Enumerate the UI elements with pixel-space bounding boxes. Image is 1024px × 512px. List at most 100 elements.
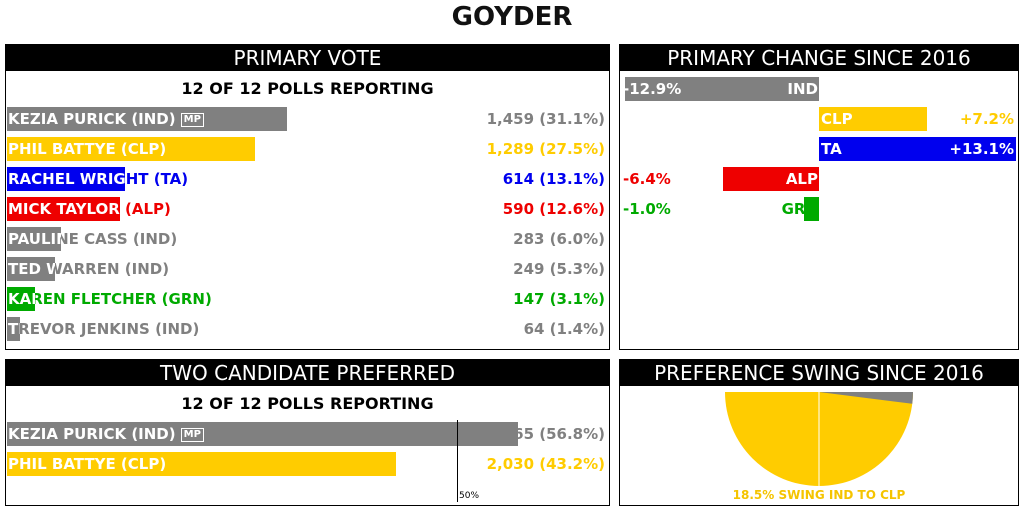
primary-vote-panel: PRIMARY VOTE 12 OF 12 POLLS REPORTING KE… xyxy=(5,44,610,350)
candidate-name: KAREN FLETCHER (GRN)KAREN FLETCHER (GRN) xyxy=(8,287,212,311)
change-bar xyxy=(625,77,819,101)
primary-row: TED WARREN (IND)TED WARREN (IND) 249 (5.3… xyxy=(6,257,609,281)
change-bar xyxy=(819,107,927,131)
change-bar xyxy=(723,167,819,191)
change-value-label: +13.1% xyxy=(949,140,1014,158)
candidate-name: PHIL BATTYE (CLP) PHIL BATTYE (CLP) xyxy=(8,137,166,161)
vote-bar xyxy=(7,197,120,221)
candidate-name-over-bar: PHIL BATTYE (CLP) xyxy=(8,452,396,476)
candidate-name-white: TREVOR JENKINS (IND) xyxy=(8,320,20,338)
change-bar xyxy=(819,137,1016,161)
primary-change-header: PRIMARY CHANGE SINCE 2016 xyxy=(620,45,1018,71)
swing-from-wedge xyxy=(819,392,913,404)
mp-badge-white: MP xyxy=(180,428,204,442)
fifty-percent-label: 50% xyxy=(459,491,480,501)
vote-value: 249 (5.3%) xyxy=(513,260,605,278)
tcp-row: PHIL BATTYE (CLP) PHIL BATTYE (CLP) 2,030 … xyxy=(6,452,609,476)
change-party-label: TA xyxy=(821,140,842,158)
swing-panel: PREFERENCE SWING SINCE 2016 18.5% SWING … xyxy=(619,359,1019,506)
tcp-header: TWO CANDIDATE PREFERRED xyxy=(6,360,609,386)
candidate-name-over-bar: RACHEL WRIGHT (TA) xyxy=(8,167,125,191)
vote-bar xyxy=(7,257,55,281)
tcp-bar xyxy=(7,452,396,476)
candidate-name: MICK TAYLOR (ALP)MICK TAYLOR (ALP) xyxy=(8,197,171,221)
candidate-name-colored: MICK TAYLOR (ALP) xyxy=(8,200,171,218)
vote-bar xyxy=(7,137,255,161)
candidate-name-white: PHIL BATTYE (CLP) xyxy=(8,455,167,473)
candidate-name-colored: TREVOR JENKINS (IND) xyxy=(8,320,200,338)
change-party-label: IND xyxy=(787,80,818,98)
vote-value: 1,459 (31.1%) xyxy=(486,110,605,128)
candidate-name-colored: RACHEL WRIGHT (TA) xyxy=(8,170,189,188)
candidate-name: KEZIA PURICK (IND) MP KEZIA PURICK (IND) MP xyxy=(8,107,204,131)
vote-value: 147 (3.1%) xyxy=(513,290,605,308)
candidate-name: KEZIA PURICK (IND) MP KEZIA PURICK (IND) MP xyxy=(8,422,204,446)
candidate-name-over-bar: KEZIA PURICK (IND) MP xyxy=(8,422,518,446)
vote-bar xyxy=(7,167,125,191)
vote-value: 283 (6.0%) xyxy=(513,230,605,248)
page-title: GOYDER xyxy=(451,2,573,32)
swing-header: PREFERENCE SWING SINCE 2016 xyxy=(620,360,1018,386)
candidate-name-white: KEZIA PURICK (IND) xyxy=(8,110,176,128)
vote-value: 1,289 (27.5%) xyxy=(486,140,605,158)
primary-row: TREVOR JENKINS (IND)TREVOR JENKINS (IND)… xyxy=(6,317,609,341)
candidate-name-white: TED WARREN (IND) xyxy=(8,260,55,278)
swing-pie xyxy=(725,392,913,486)
change-value-label: -1.0% xyxy=(623,200,671,218)
primary-row: PHIL BATTYE (CLP) PHIL BATTYE (CLP) 1,289 … xyxy=(6,137,609,161)
candidate-name-colored: PHIL BATTYE (CLP) xyxy=(8,455,167,473)
candidate-name-white: RACHEL WRIGHT (TA) xyxy=(8,170,125,188)
candidate-name-over-bar: TED WARREN (IND) xyxy=(8,257,55,281)
candidate-name-over-bar: PHIL BATTYE (CLP) xyxy=(8,137,255,161)
tcp-bar xyxy=(7,422,518,446)
vote-bar xyxy=(7,107,287,131)
tcp-reporting: 12 OF 12 POLLS REPORTING xyxy=(181,394,434,413)
vote-value: 590 (12.6%) xyxy=(502,200,605,218)
candidate-name-over-bar: KEZIA PURICK (IND) MP xyxy=(8,107,287,131)
primary-change-panel: PRIMARY CHANGE SINCE 2016 IND -12.9% CLP +7… xyxy=(619,44,1019,350)
candidate-name-white: MICK TAYLOR (ALP) xyxy=(8,200,120,218)
primary-row: MICK TAYLOR (ALP)MICK TAYLOR (ALP) 590 (1… xyxy=(6,197,609,221)
vote-bar xyxy=(7,287,35,311)
vote-bar xyxy=(7,317,20,341)
mp-badge-white: MP xyxy=(180,113,204,127)
candidate-name-colored: KEZIA PURICK (IND) xyxy=(8,425,176,443)
vote-value: 614 (13.1%) xyxy=(502,170,605,188)
candidate-name: TREVOR JENKINS (IND)TREVOR JENKINS (IND) xyxy=(8,317,199,341)
candidate-name-colored: KAREN FLETCHER (GRN) xyxy=(8,290,212,308)
primary-row: RACHEL WRIGHT (TA)RACHEL WRIGHT (TA) 614 … xyxy=(6,167,609,191)
candidate-name-colored: PHIL BATTYE (CLP) xyxy=(8,140,167,158)
candidate-name-colored: PAULINE CASS (IND) xyxy=(8,230,178,248)
fifty-percent-line xyxy=(457,420,458,502)
candidate-name-white: PAULINE CASS (IND) xyxy=(8,230,61,248)
candidate-name-white: KEZIA PURICK (IND) xyxy=(8,425,176,443)
primary-row: PAULINE CASS (IND)PAULINE CASS (IND) 283 … xyxy=(6,227,609,251)
vote-bar xyxy=(7,227,61,251)
tcp-panel: TWO CANDIDATE PREFERRED 12 OF 12 POLLS R… xyxy=(5,359,610,506)
change-party-label: CLP xyxy=(821,110,853,128)
change-party-label: ALP xyxy=(785,170,818,188)
primary-reporting: 12 OF 12 POLLS REPORTING xyxy=(181,79,434,98)
candidate-name: RACHEL WRIGHT (TA)RACHEL WRIGHT (TA) xyxy=(8,167,188,191)
change-value-label: -6.4% xyxy=(623,170,671,188)
candidate-name-white: KAREN FLETCHER (GRN) xyxy=(8,290,35,308)
candidate-name-colored: TED WARREN (IND) xyxy=(8,260,170,278)
candidate-name: PHIL BATTYE (CLP) PHIL BATTYE (CLP) xyxy=(8,452,166,476)
candidate-name-white: PHIL BATTYE (CLP) xyxy=(8,140,167,158)
tcp-value: 2,030 (43.2%) xyxy=(486,455,605,473)
change-value-label: +7.2% xyxy=(959,110,1014,128)
change-party-label: GRN xyxy=(781,200,818,218)
candidate-name-over-bar: KAREN FLETCHER (GRN) xyxy=(8,287,35,311)
candidate-name: PAULINE CASS (IND)PAULINE CASS (IND) xyxy=(8,227,177,251)
candidate-name-over-bar: PAULINE CASS (IND) xyxy=(8,227,61,251)
primary-vote-header: PRIMARY VOTE xyxy=(6,45,609,71)
vote-value: 64 (1.4%) xyxy=(523,320,605,338)
swing-text: 18.5% SWING IND TO CLP xyxy=(732,488,906,502)
primary-row: KEZIA PURICK (IND) MP KEZIA PURICK (IND) MP… xyxy=(6,107,609,131)
tcp-row: KEZIA PURICK (IND) MP KEZIA PURICK (IND) MP… xyxy=(6,422,609,446)
tcp-value: 2,665 (56.8%) xyxy=(486,425,605,443)
change-value-label: -12.9% xyxy=(623,80,682,98)
candidate-name-over-bar: MICK TAYLOR (ALP) xyxy=(8,197,120,221)
primary-row: KAREN FLETCHER (GRN)KAREN FLETCHER (GRN)… xyxy=(6,287,609,311)
candidate-name: TED WARREN (IND)TED WARREN (IND) xyxy=(8,257,169,281)
